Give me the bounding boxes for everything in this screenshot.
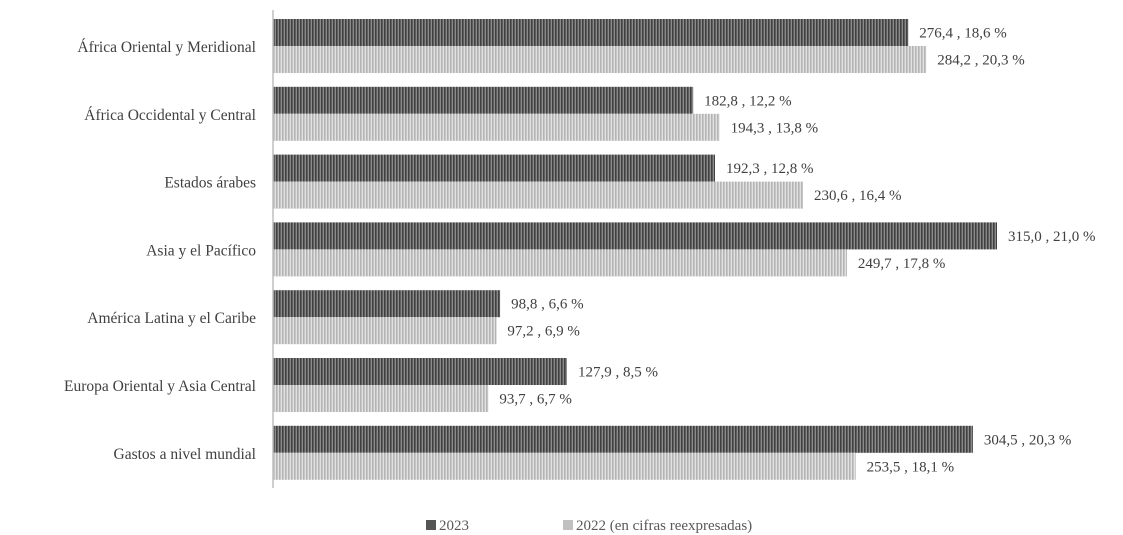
bar-2022 (273, 385, 489, 412)
category-label: África Oriental y Meridional (77, 39, 256, 56)
data-label: 192,3 , 12,8 % (726, 161, 814, 177)
data-label: 276,4 , 18,6 % (919, 26, 1007, 42)
bar-2022 (273, 249, 847, 277)
bar-2023 (273, 154, 715, 182)
bar-2022 (273, 181, 804, 209)
bar-chart: África Oriental y Meridional África Occid… (64, 10, 1096, 488)
data-label: 315,0 , 21,0 % (1008, 229, 1096, 245)
data-label: 98,8 , 6,6 % (511, 297, 583, 313)
category-label: América Latina y el Caribe (87, 310, 256, 327)
data-label: 253,5 , 18,1 % (867, 459, 955, 475)
bar-2023 (273, 86, 694, 114)
data-label: 182,8 , 12,2 % (704, 93, 792, 109)
legend-item-2022: 2022 (en cifras reexpresadas) (563, 518, 752, 535)
legend-label-2022: 2022 (en cifras reexpresadas) (576, 518, 753, 534)
category-label: Europa Oriental y Asia Central (64, 378, 256, 395)
category-label: Gastos a nivel mundial (114, 446, 257, 463)
legend-swatch-2022 (563, 520, 573, 530)
data-label: 93,7 , 6,7 % (499, 392, 572, 408)
data-label: 284,2 , 20,3 % (937, 53, 1025, 69)
data-label: 97,2 , 6,9 % (507, 324, 580, 340)
bar-2023 (273, 290, 501, 318)
data-label: 230,6 , 16,4 % (814, 188, 902, 204)
bar-2022 (273, 113, 720, 141)
category-label: Estados árabes (164, 175, 256, 192)
bar-2022 (273, 46, 927, 73)
legend-item-2023: 2023 (426, 518, 469, 535)
legend: 2023 2022 (en cifras reexpresadas) (0, 518, 1123, 535)
data-label: 194,3 , 13,8 % (731, 120, 819, 136)
bar-2022 (273, 317, 497, 345)
category-label: Asia y el Pacífico (146, 242, 256, 259)
legend-swatch-2023 (426, 520, 436, 530)
bar-2023 (273, 222, 997, 250)
data-label: 249,7 , 17,8 % (858, 256, 946, 272)
bar-2023 (273, 425, 973, 453)
data-label: 127,9 , 8,5 % (578, 365, 658, 381)
data-label: 304,5 , 20,3 % (984, 432, 1072, 448)
bar-2023 (273, 19, 909, 46)
category-label: África Occidental y Central (84, 107, 256, 124)
bar-2022 (273, 452, 856, 480)
bar-2023 (273, 358, 567, 385)
legend-label-2023: 2023 (439, 518, 469, 534)
